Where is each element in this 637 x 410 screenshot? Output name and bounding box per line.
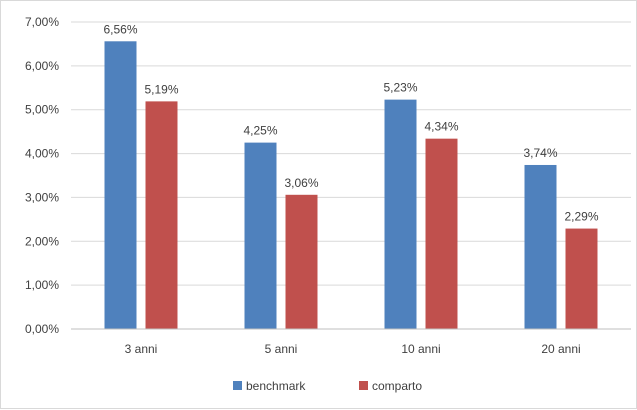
data-label-benchmark: 3,74% xyxy=(523,146,557,160)
y-tick-label: 0,00% xyxy=(25,322,59,336)
bar-benchmark xyxy=(524,164,557,329)
bar-comparto xyxy=(425,138,458,329)
y-tick-label: 2,00% xyxy=(25,234,59,248)
x-axis-ticks: 3 anni 5 anni 10 anni 20 anni xyxy=(125,342,581,356)
data-label-benchmark: 6,56% xyxy=(103,22,137,36)
bar-comparto xyxy=(565,228,598,329)
y-tick-label: 4,00% xyxy=(25,147,59,161)
bar-benchmark xyxy=(384,99,417,330)
data-labels: 6,56% 5,19% 4,25% 3,06% 5,23% 4,34% 3,74% 2,29% xyxy=(103,22,598,223)
y-tick-label: 5,00% xyxy=(25,103,59,117)
data-label-benchmark: 4,25% xyxy=(243,124,277,138)
y-axis-ticks: 0,00% 1,00% 2,00% 3,00% 4,00% 5,00% 6,00% 7,00% xyxy=(25,15,59,336)
data-label-comparto: 2,29% xyxy=(564,210,598,224)
bar-benchmark xyxy=(244,142,277,329)
legend-label-benchmark: benchmark xyxy=(246,379,306,393)
y-tick-label: 3,00% xyxy=(25,190,59,204)
x-tick-label: 10 anni xyxy=(401,342,440,356)
x-tick-label: 5 anni xyxy=(265,342,298,356)
x-tick-label: 20 anni xyxy=(541,342,580,356)
bar-benchmark xyxy=(104,41,137,329)
y-tick-label: 1,00% xyxy=(25,278,59,292)
y-tick-label: 6,00% xyxy=(25,59,59,73)
legend-swatch-benchmark xyxy=(233,381,242,390)
x-tick-label: 3 anni xyxy=(125,342,158,356)
legend: benchmark comparto xyxy=(233,379,422,393)
data-label-comparto: 3,06% xyxy=(284,176,318,190)
y-tick-label: 7,00% xyxy=(25,15,59,29)
bars xyxy=(104,41,598,330)
bar-comparto xyxy=(145,101,178,329)
data-label-benchmark: 5,23% xyxy=(383,81,417,95)
data-label-comparto: 5,19% xyxy=(144,82,178,96)
legend-swatch-comparto xyxy=(359,381,368,390)
data-label-comparto: 4,34% xyxy=(424,120,458,134)
bar-comparto xyxy=(285,194,318,329)
legend-label-comparto: comparto xyxy=(372,379,422,393)
